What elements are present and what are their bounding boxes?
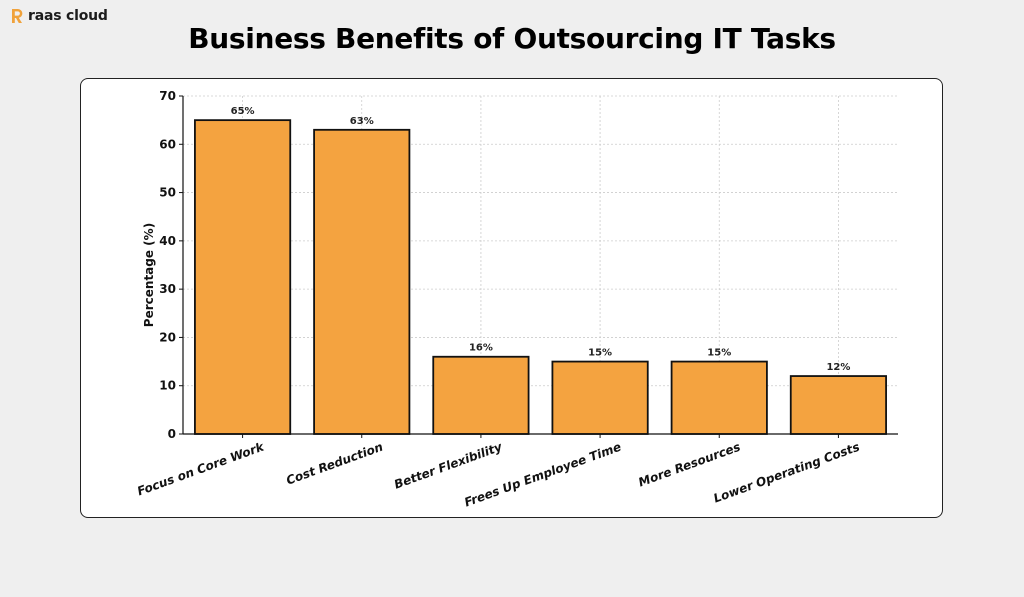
bar <box>670 360 768 435</box>
bar <box>789 375 887 435</box>
y-tick-label: 20 <box>159 330 176 344</box>
data-label: 65% <box>231 106 255 117</box>
x-tick-label: Focus on Core Work <box>135 439 266 498</box>
y-tick-label: 70 <box>159 89 176 103</box>
data-label: 12% <box>826 362 850 373</box>
bars <box>194 119 887 435</box>
data-label: 63% <box>350 116 374 127</box>
grid-lines <box>183 95 898 434</box>
brand-name: raas cloud <box>28 8 108 24</box>
x-tick-label: Better Flexibility <box>392 439 505 491</box>
y-tick-label: 50 <box>159 186 176 200</box>
brand-logo: raas cloud <box>10 8 108 24</box>
chart-card: 0 10 20 30 40 50 60 70 65% Focus on Core Work 63% C… <box>80 78 943 518</box>
y-tick-label: 0 <box>168 427 176 441</box>
bar <box>194 119 292 435</box>
bar <box>432 355 530 435</box>
y-tick-label: 10 <box>159 379 176 393</box>
page-title: Business Benefits of Outsourcing IT Task… <box>188 22 836 55</box>
data-label: 15% <box>588 348 612 359</box>
raas-cloud-logo-icon <box>12 9 23 23</box>
bar <box>551 360 649 435</box>
y-tick-label: 60 <box>159 137 176 151</box>
axes <box>179 95 898 438</box>
x-tick-label: Cost Reduction <box>284 440 384 488</box>
bar-chart: 0 10 20 30 40 50 60 70 65% Focus on Core Work 63% C… <box>135 89 898 510</box>
y-axis-title: Percentage (%) <box>142 223 156 327</box>
y-tick-label: 30 <box>159 282 176 296</box>
data-label: 15% <box>707 348 731 359</box>
x-tick-label: More Resources <box>637 440 743 490</box>
y-tick-label: 40 <box>159 234 176 248</box>
data-label: 16% <box>469 343 493 354</box>
bar <box>313 128 411 435</box>
